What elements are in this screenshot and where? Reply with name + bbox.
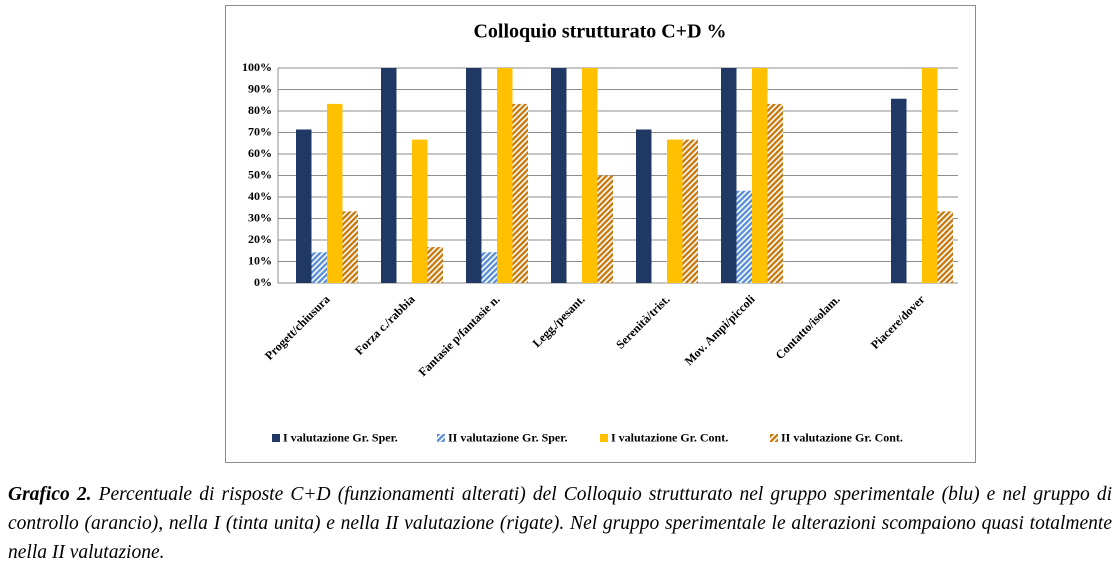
legend-label: I valutazione Gr. Cont. xyxy=(611,430,728,444)
legend-swatch xyxy=(437,434,445,442)
bar xyxy=(296,129,312,283)
y-tick-label: 80% xyxy=(248,103,272,117)
bar xyxy=(497,68,513,283)
legend-swatch xyxy=(770,434,778,442)
y-tick-label: 50% xyxy=(248,167,272,181)
caption-label: Grafico 2. xyxy=(8,484,92,505)
bar xyxy=(551,68,567,283)
bar xyxy=(636,129,652,283)
y-tick-label: 30% xyxy=(248,210,272,224)
legend-label: II valutazione Gr. Cont. xyxy=(781,430,903,444)
y-tick-label: 60% xyxy=(248,146,272,160)
y-tick-label: 100% xyxy=(242,60,272,74)
bar xyxy=(481,252,497,283)
bar xyxy=(427,247,443,283)
y-tick-label: 90% xyxy=(248,81,272,95)
y-tick-label: 70% xyxy=(248,124,272,138)
legend-label: I valutazione Gr. Sper. xyxy=(283,430,398,444)
bar xyxy=(311,252,327,283)
bar xyxy=(721,68,737,283)
bar xyxy=(342,211,358,283)
caption-text: Percentuale di risposte C+D (funzionamen… xyxy=(8,484,1113,563)
bar xyxy=(752,68,768,283)
bar xyxy=(736,190,752,283)
caption: Grafico 2. Percentuale di risposte C+D (… xyxy=(8,480,1112,567)
bar xyxy=(682,139,698,283)
chart: Colloquio strutturato C+D % 0% 10% 20% 30% 4… xyxy=(225,5,976,463)
bar xyxy=(767,103,783,283)
bar xyxy=(582,68,598,283)
legend-swatch xyxy=(272,434,280,442)
y-tick-label: 10% xyxy=(248,253,272,267)
legend-label: II valutazione Gr. Sper. xyxy=(448,430,567,444)
bar xyxy=(667,139,683,283)
y-tick-label: 0% xyxy=(254,275,272,289)
bar xyxy=(466,68,482,283)
bar xyxy=(381,68,397,283)
bar xyxy=(412,139,428,283)
bar xyxy=(512,103,528,283)
bar xyxy=(327,103,343,283)
bar xyxy=(597,175,613,283)
y-tick-label: 40% xyxy=(248,189,272,203)
bar xyxy=(891,98,907,284)
bar xyxy=(937,211,953,283)
chart-title: Colloquio strutturato C+D % xyxy=(473,21,726,43)
bar xyxy=(922,68,938,283)
legend-swatch xyxy=(600,434,608,442)
y-tick-label: 20% xyxy=(248,232,272,246)
